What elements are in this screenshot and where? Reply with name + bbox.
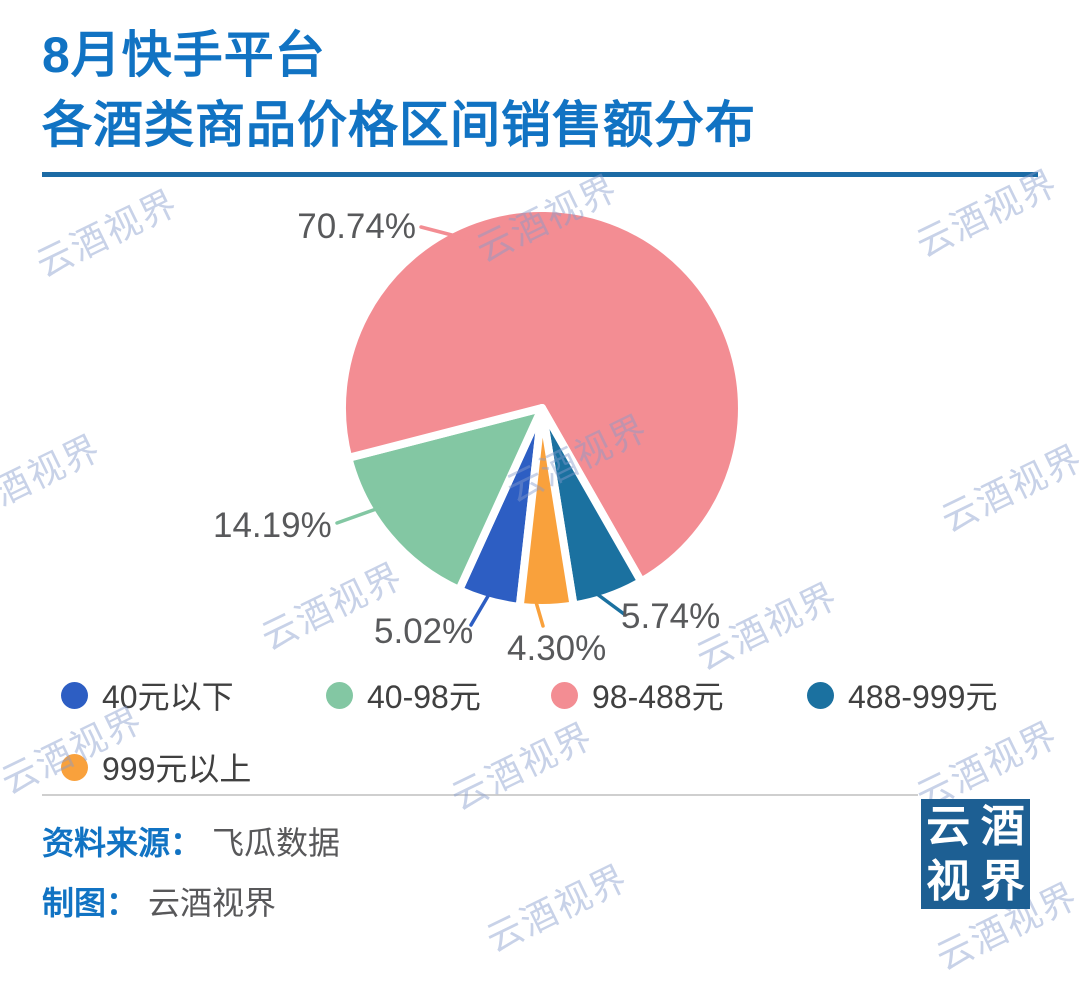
logo-char: 云 xyxy=(926,801,971,851)
title-divider xyxy=(42,172,1038,177)
pie-slice-2 xyxy=(337,203,746,586)
legend-dot-green xyxy=(326,681,353,709)
legend-label: 488-999元 xyxy=(848,679,998,715)
label-leader-line-4 xyxy=(534,600,545,628)
legend-dot-orange xyxy=(61,753,88,781)
legend-dot-blue xyxy=(61,681,88,709)
pct-label-488-999: 5.74% xyxy=(621,597,721,636)
pct-label-over-999: 4.30% xyxy=(507,629,607,668)
source-label: 资料来源： xyxy=(42,825,203,861)
chart-title-line2: 各酒类商品价格区间销售额分布 xyxy=(42,97,756,153)
label-leader-line-1 xyxy=(335,506,381,525)
legend-item-40-98: 40-98元 xyxy=(326,672,481,718)
legend-item-under-40: 40元以下 xyxy=(61,672,234,718)
author-line: 制图： 云酒视界 xyxy=(42,878,276,924)
pct-label-98-488: 70.74% xyxy=(297,207,416,246)
label-leader-line-3 xyxy=(595,592,626,616)
logo-char: 视 xyxy=(926,856,971,906)
pie-slice-1 xyxy=(344,404,546,594)
legend-label: 98-488元 xyxy=(592,679,724,715)
pct-label-40-98: 14.19% xyxy=(213,506,332,545)
legend-label: 999元以上 xyxy=(102,751,252,787)
author-label: 制图： xyxy=(42,885,139,921)
legend-item-98-488: 98-488元 xyxy=(551,672,724,718)
label-leader-line-0 xyxy=(469,589,493,627)
legend-item-over-999: 999元以上 xyxy=(61,744,251,790)
legend-dot-teal xyxy=(807,681,834,709)
chart-title-line1: 8月快手平台 xyxy=(42,27,326,83)
data-source-line: 资料来源： 飞瓜数据 xyxy=(42,818,340,864)
legend-label: 40元以下 xyxy=(102,679,234,715)
author-value: 云酒视界 xyxy=(148,885,277,921)
source-value: 飞瓜数据 xyxy=(212,825,341,861)
chart-title: 8月快手平台 各酒类商品价格区间销售额分布 xyxy=(42,20,756,160)
logo-char: 界 xyxy=(980,856,1025,906)
pct-label-under-40: 5.02% xyxy=(374,612,474,651)
brand-logo: 云 酒 视 界 xyxy=(921,799,1030,909)
pie-slice-4 xyxy=(515,404,578,613)
footer-divider xyxy=(42,794,918,796)
legend-label: 40-98元 xyxy=(367,679,481,715)
logo-char: 酒 xyxy=(980,801,1025,851)
pie-chart xyxy=(335,203,746,628)
legend-item-488-999: 488-999元 xyxy=(807,672,997,718)
label-leader-line-2 xyxy=(419,225,473,242)
legend-dot-pink xyxy=(551,681,578,709)
